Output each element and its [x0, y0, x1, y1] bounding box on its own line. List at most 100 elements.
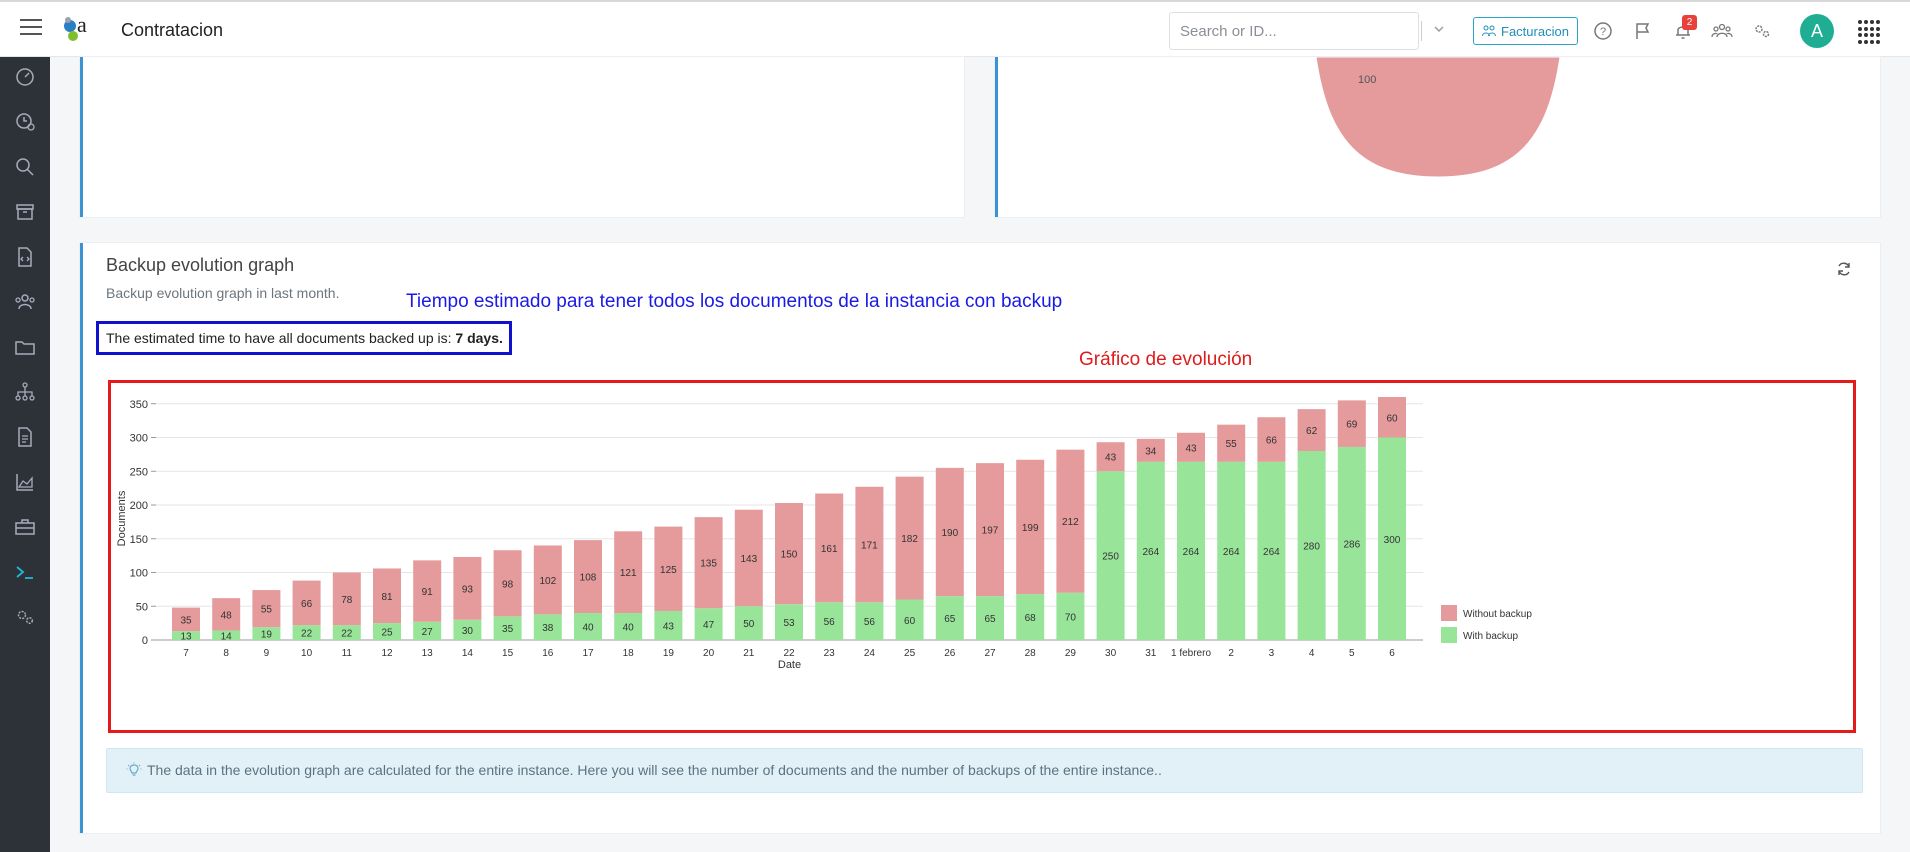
toolbox-icon[interactable]: [13, 515, 37, 539]
bar-without-backup: [212, 598, 241, 631]
help-icon[interactable]: ?: [1592, 20, 1614, 42]
data-label-with-backup: 264: [1183, 547, 1200, 558]
data-label-without-backup: 135: [700, 559, 717, 570]
data-label-without-backup: 66: [1266, 436, 1278, 447]
x-tick-label: 31: [1145, 648, 1157, 659]
x-tick-label: 11: [342, 648, 353, 659]
data-label-without-backup: 43: [1105, 453, 1117, 464]
x-tick-label: 16: [542, 648, 554, 659]
top-bar: a Contratacion Facturacion ? 2 A: [0, 0, 1910, 57]
search-icon[interactable]: [13, 155, 37, 179]
apps-grid-icon[interactable]: [1858, 20, 1882, 44]
bar-without-backup: [413, 560, 442, 622]
data-label-with-backup: 40: [582, 623, 594, 634]
backup-evolution-chart: 050100150200250300350DocumentsDate133571…: [116, 397, 1532, 671]
x-tick-label: 23: [824, 648, 836, 659]
hamburger-menu-icon[interactable]: [20, 19, 42, 37]
settings-gears-icon[interactable]: [1751, 20, 1773, 42]
data-label-with-backup: 19: [261, 630, 273, 641]
org-chart-icon[interactable]: [13, 380, 37, 404]
facturacion-label: Facturacion: [1501, 23, 1569, 39]
search-input[interactable]: [1180, 14, 1380, 48]
avatar[interactable]: A: [1800, 14, 1834, 48]
bar-without-backup: [614, 531, 643, 613]
data-label-without-backup: 48: [221, 610, 233, 621]
data-label-without-backup: 108: [580, 573, 597, 584]
bar-with-backup: [654, 610, 683, 640]
bar-without-backup: [1136, 438, 1165, 462]
x-tick-label: 19: [663, 648, 675, 659]
bar-without-backup: [1056, 449, 1085, 593]
users-icon[interactable]: [13, 290, 37, 314]
settings-gears-icon[interactable]: [13, 605, 37, 629]
x-tick-label: 14: [462, 648, 474, 659]
area-chart-icon[interactable]: [13, 470, 37, 494]
refresh-icon[interactable]: [1836, 261, 1852, 277]
data-label-with-backup: 53: [783, 618, 795, 629]
data-label-with-backup: 14: [221, 631, 233, 642]
bar-with-backup: [935, 596, 964, 640]
data-label-without-backup: 197: [982, 526, 999, 537]
bar-without-backup: [292, 580, 321, 626]
info-alert: The data in the evolution graph are calc…: [106, 748, 1863, 793]
bar-with-backup: [1257, 461, 1286, 640]
y-tick-label: 100: [130, 568, 148, 580]
card-title: Backup evolution graph: [106, 255, 295, 275]
backup-evolution-card: Backup evolution graph Backup evolution …: [80, 243, 1880, 833]
chart-frame: 0 50 100 150 200 250 300 350 Documents Date 13 35 7 1…: [108, 380, 1856, 733]
data-label-without-backup: 69: [1346, 420, 1358, 431]
bar-without-backup: [1297, 409, 1326, 451]
data-label-without-backup: 143: [740, 554, 757, 565]
bar-with-backup: [775, 604, 803, 640]
bar-with-backup: [493, 616, 522, 640]
data-label-without-backup: 93: [462, 584, 474, 595]
data-label-with-backup: 286: [1343, 539, 1360, 550]
svg-text:a: a: [77, 12, 87, 37]
folders-icon[interactable]: [13, 335, 37, 359]
terminal-icon[interactable]: [13, 560, 37, 584]
data-label-with-backup: 38: [542, 623, 554, 634]
clock-settings-icon[interactable]: [13, 110, 37, 134]
data-label-with-backup: 264: [1142, 547, 1159, 558]
code-file-icon[interactable]: [13, 245, 37, 269]
data-label-without-backup: 98: [502, 579, 514, 590]
x-tick-label: 24: [864, 648, 876, 659]
bar-without-backup: [252, 590, 281, 628]
bar-without-backup: [1096, 442, 1125, 472]
facturacion-button[interactable]: Facturacion: [1473, 17, 1578, 45]
legend-swatch: [1441, 627, 1457, 643]
archive-icon[interactable]: [13, 200, 37, 224]
data-label-with-backup: 280: [1303, 542, 1320, 553]
data-label-with-backup: 70: [1065, 612, 1077, 623]
data-label-with-backup: 40: [623, 623, 635, 634]
data-label-without-backup: 125: [660, 565, 677, 576]
users-group-icon[interactable]: [1711, 20, 1733, 42]
bar-with-backup: [614, 613, 643, 640]
bar-without-backup: [775, 502, 803, 605]
y-tick-label: 250: [130, 466, 148, 478]
bar-without-backup: [1378, 397, 1406, 438]
bar-without-backup: [734, 509, 763, 607]
flag-icon[interactable]: [1632, 20, 1654, 42]
bar-without-backup: [493, 550, 522, 617]
estimate-prefix: The estimated time to have all documents…: [106, 330, 456, 346]
search-divider: [1421, 21, 1422, 41]
data-label-with-backup: 30: [462, 626, 474, 637]
data-label-without-backup: 171: [861, 540, 878, 551]
data-label-with-backup: 56: [824, 617, 836, 628]
bar-with-backup: [1136, 461, 1165, 640]
bar-without-backup: [815, 493, 844, 603]
bar-with-backup: [1378, 437, 1406, 640]
data-label-with-backup: 35: [502, 624, 514, 635]
app-logo[interactable]: a: [60, 12, 96, 48]
bar-with-backup: [1016, 594, 1045, 640]
bar-with-backup: [1056, 592, 1085, 640]
data-label-with-backup: 50: [743, 619, 755, 630]
data-label-without-backup: 150: [781, 550, 798, 561]
document-icon[interactable]: [13, 425, 37, 449]
chevron-down-icon[interactable]: [1434, 24, 1444, 34]
bar-with-backup: [172, 631, 200, 640]
data-label-without-backup: 78: [341, 595, 353, 606]
data-label-without-backup: 190: [941, 528, 958, 539]
dashboard-gauge-icon[interactable]: [13, 65, 37, 89]
